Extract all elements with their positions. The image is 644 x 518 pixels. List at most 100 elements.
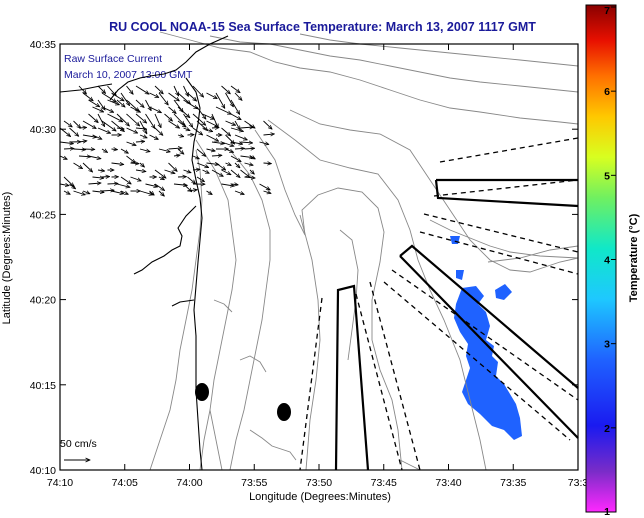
current-vector (173, 155, 180, 156)
y-axis-label: Latitude (Degrees:Minutes) (1, 192, 13, 325)
y-tick-label: 40:15 (30, 380, 56, 392)
current-vector (97, 85, 106, 93)
y-tick-label: 40:30 (30, 124, 56, 136)
station-marker (277, 403, 291, 421)
current-vector (135, 99, 144, 107)
current-vector (244, 148, 255, 149)
current-vector (211, 155, 222, 156)
current-vector (168, 148, 183, 149)
current-vector (173, 113, 184, 125)
current-vector (63, 120, 72, 127)
colorbar-label: Temperature (°C) (628, 213, 640, 302)
current-vector (101, 149, 108, 152)
current-vector (111, 149, 118, 150)
current-vector (78, 141, 87, 142)
station-marker (195, 383, 209, 401)
current-vector (149, 106, 162, 114)
current-vector (69, 127, 79, 136)
current-vector (59, 184, 69, 186)
current-vector (154, 127, 163, 135)
current-vector (107, 183, 119, 184)
current-vector (230, 155, 241, 162)
current-vector (92, 177, 104, 178)
current-vector (164, 169, 176, 173)
current-vector (192, 113, 206, 125)
current-vector (221, 85, 231, 94)
current-vector (187, 92, 197, 101)
current-vector (88, 183, 102, 184)
current-vector (183, 128, 190, 131)
current-vector (135, 113, 147, 123)
current-vector (225, 120, 236, 125)
current-vector (82, 191, 90, 194)
current-vector (177, 120, 186, 127)
current-vector (116, 99, 125, 107)
colorbar-tick-label: 5 (604, 170, 610, 182)
current-vector (192, 169, 200, 170)
current-vector (230, 169, 240, 178)
colorbar-ticks: 7 6 5 4 3 2 1 (604, 5, 616, 518)
current-vector (107, 85, 117, 96)
colorbar (585, 4, 617, 513)
current-vector (101, 92, 116, 102)
y-tick-label: 40:35 (30, 39, 56, 51)
annotation-line-2: March 10, 2007 13:00 GMT (64, 69, 193, 81)
current-vector (211, 142, 224, 144)
current-vector (145, 113, 155, 129)
current-vector (92, 106, 104, 113)
current-vector (101, 190, 114, 191)
current-vector (230, 85, 240, 93)
current-vector (135, 170, 146, 172)
current-vector (78, 156, 91, 157)
current-vector (211, 127, 219, 128)
x-tick-label: 73:50 (306, 477, 332, 489)
current-vector (263, 134, 275, 135)
current-vector (234, 190, 244, 194)
current-vector (225, 163, 232, 165)
current-vector (107, 99, 120, 105)
colorbar-tick-label: 2 (604, 423, 610, 435)
current-vector (259, 142, 269, 144)
sst-patch (450, 236, 522, 440)
current-vector (244, 177, 256, 178)
current-vector (196, 176, 204, 182)
current-vector (177, 106, 190, 118)
current-vector (249, 169, 254, 174)
current-vector (177, 148, 184, 154)
current-vector (126, 155, 136, 163)
current-vector (158, 190, 164, 196)
current-vector (73, 190, 86, 195)
current-vector (97, 113, 105, 127)
current-vector (78, 127, 87, 128)
current-vector (73, 120, 81, 128)
current-vector (135, 85, 149, 94)
current-vector (139, 162, 144, 167)
current-vector (139, 148, 150, 152)
colorbar-tick-label: 1 (604, 506, 610, 518)
current-vector (154, 183, 165, 190)
current-vector (149, 134, 159, 140)
current-vector (202, 113, 215, 120)
current-vector (240, 169, 250, 177)
colorbar-tick-label: 6 (604, 86, 610, 98)
current-vector (92, 134, 102, 140)
current-vector (78, 85, 86, 94)
current-vector (173, 85, 180, 96)
current-vector (234, 120, 240, 130)
current-vector (154, 85, 163, 94)
current-vector (145, 183, 158, 187)
current-vector (126, 85, 134, 94)
current-vector (130, 163, 139, 164)
current-vector (187, 176, 196, 184)
x-tick-label: 73:55 (241, 477, 267, 489)
current-vector (206, 149, 216, 151)
current-vector (126, 113, 140, 126)
current-vector (234, 162, 240, 168)
current-vector (101, 120, 116, 131)
current-vector (202, 169, 210, 174)
current-vector (244, 163, 254, 165)
current-vector (206, 163, 219, 165)
current-vector (230, 184, 238, 185)
x-tick-label: 73:45 (371, 477, 397, 489)
current-vector (196, 106, 206, 119)
